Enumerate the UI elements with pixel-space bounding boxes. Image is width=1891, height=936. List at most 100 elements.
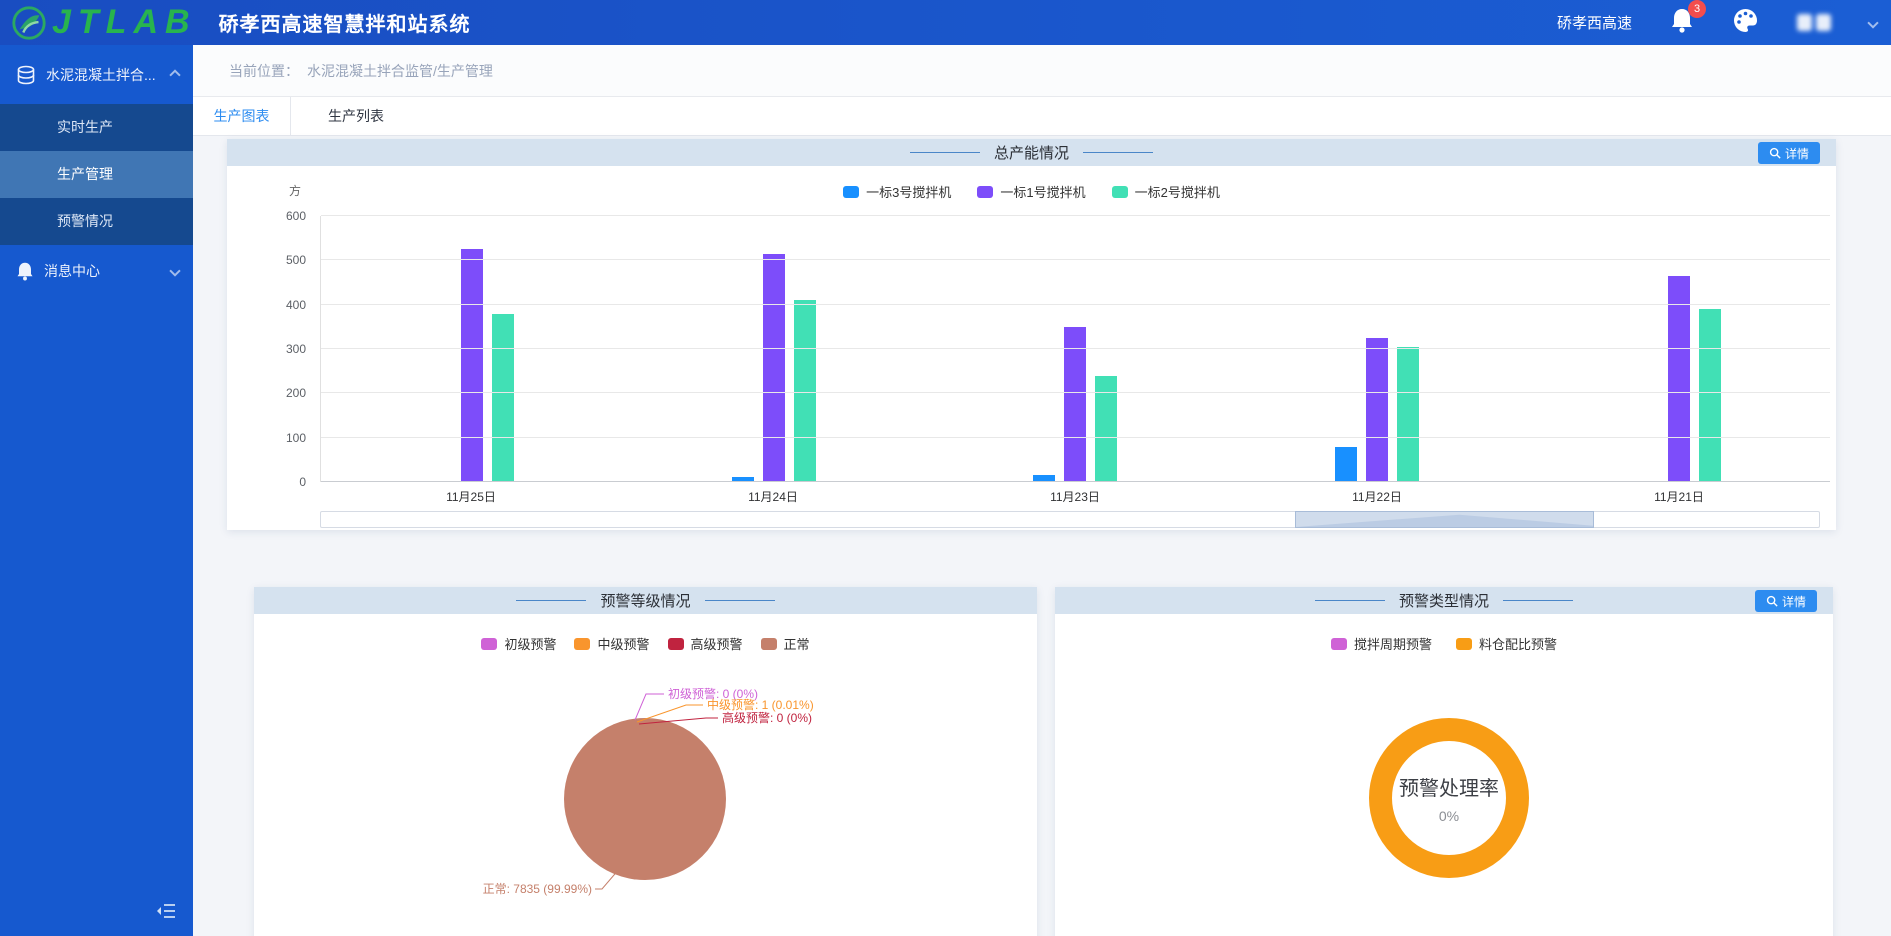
bar-groups xyxy=(321,216,1830,482)
legend-item[interactable]: 一标3号搅拌机 xyxy=(843,182,951,201)
legend-label: 初级预警 xyxy=(504,637,557,652)
donut-center-value: 0% xyxy=(1438,808,1460,824)
legend-label: 一标3号搅拌机 xyxy=(866,185,952,200)
org-name: 硚孝西高速 xyxy=(1556,15,1632,32)
bar-group xyxy=(925,216,1227,482)
y-axis-tick: 400 xyxy=(285,297,306,312)
sidebar-item-realtime-production[interactable]: 实时生产 xyxy=(57,119,113,135)
legend-label: 一标1号搅拌机 xyxy=(1000,185,1086,200)
y-axis-tick: 600 xyxy=(285,209,306,223)
gridline xyxy=(321,481,1830,482)
title-decor-line xyxy=(704,600,775,601)
breadcrumb: 当前位置： 水泥混凝土拌合监管/生产管理 xyxy=(193,45,1891,97)
legend-item[interactable]: 中级预警 xyxy=(574,634,650,653)
legend-swatch xyxy=(481,637,498,650)
capacity-panel: 总产能情况 详情 方 一标3号搅拌机 一标1号搅拌机 一标2号搅拌机 0 100 200… xyxy=(227,139,1836,530)
pie-callout-normal: 正常: 7835 (99.99%) xyxy=(482,882,592,896)
sidebar-group-message-center[interactable]: 消息中心 xyxy=(0,245,193,297)
tab-production-list[interactable]: 生产列表 xyxy=(328,108,384,124)
legend-item[interactable]: 正常 xyxy=(760,634,810,653)
warning-level-chart-area: 初级预警 中级预警 高级预警 正常 初级预警: 0 (0%) 中级预警: 1 (0.0… xyxy=(254,614,1037,936)
bar-legend: 一标3号搅拌机 一标1号搅拌机 一标2号搅拌机 xyxy=(227,182,1836,201)
sidebar-submenu: 实时生产 生产管理 预警情况 xyxy=(0,104,193,245)
bar-group xyxy=(1226,216,1528,482)
y-axis-tick: 300 xyxy=(285,342,306,356)
gridline xyxy=(321,436,1830,438)
bar-plot xyxy=(320,215,1830,482)
y-axis-unit: 方 xyxy=(289,184,302,198)
donut-center-label: 预警处理率 xyxy=(1399,778,1499,800)
datazoom-track[interactable] xyxy=(320,511,1820,528)
datazoom-window[interactable] xyxy=(1294,511,1595,528)
legend-item[interactable]: 料仓配比预警 xyxy=(1456,634,1557,653)
magnifier-icon xyxy=(1766,595,1778,607)
group-chevron-up-icon xyxy=(169,68,181,81)
main-content: 当前位置： 水泥混凝土拌合监管/生产管理 生产图表 生产列表 总产能情况 xyxy=(193,45,1891,936)
title-decor-line xyxy=(1314,600,1385,601)
pie-callout-level2: 中级预警: 1 (0.01%) xyxy=(707,698,814,712)
legend-item[interactable]: 一标2号搅拌机 xyxy=(1111,182,1220,201)
sidebar-group-concrete-mixing[interactable]: 水泥混凝土拌合... xyxy=(0,45,193,104)
title-decor-line xyxy=(516,600,587,601)
title-decor-line xyxy=(909,152,980,153)
database-icon xyxy=(17,65,35,84)
sidebar-item-production-management[interactable]: 生产管理 xyxy=(0,151,193,198)
notification-bell-icon[interactable]: 3 xyxy=(1670,0,1706,38)
theme-palette-icon[interactable] xyxy=(1732,7,1759,39)
bar-yticks: 0 100 200 300 400 500 600 xyxy=(263,209,313,489)
legend-label: 高级预警 xyxy=(690,637,743,652)
bar xyxy=(1668,275,1691,482)
bar xyxy=(1095,375,1118,482)
capacity-panel-title: 总产能情况 xyxy=(896,142,1167,163)
capacity-detail-button[interactable]: 详情 xyxy=(1757,142,1820,164)
warning-type-chart-area: 搅拌周期预警 料仓配比预警 预警处理率 0% xyxy=(1055,614,1833,936)
legend-item[interactable]: 一标1号搅拌机 xyxy=(977,182,1086,201)
tab-production-chart[interactable]: 生产图表 xyxy=(193,97,291,135)
capacity-panel-header: 总产能情况 详情 xyxy=(227,139,1836,166)
warning-type-detail-button[interactable]: 详情 xyxy=(1754,590,1817,612)
y-axis-tick: 100 xyxy=(285,430,306,445)
warning-type-title: 预警类型情况 xyxy=(1301,590,1587,611)
app-title: 硚孝西高速智慧拌和站系统 xyxy=(218,14,471,36)
warning-level-title: 预警等级情况 xyxy=(502,590,788,611)
bar xyxy=(762,253,785,482)
legend-item[interactable]: 搅拌周期预警 xyxy=(1330,634,1432,653)
group-chevron-down-icon xyxy=(169,265,181,277)
legend-swatch xyxy=(667,637,684,650)
x-axis-label: 11月25日 xyxy=(446,490,496,504)
bar-xlabels: 11月25日 11月24日 11月23日 11月22日 11月21日 xyxy=(320,488,1830,505)
legend-label: 正常 xyxy=(783,637,810,652)
y-axis-tick: 500 xyxy=(285,253,306,268)
header-right: 硚孝西高速 3 xyxy=(1556,0,1879,45)
bar-group xyxy=(321,216,623,482)
breadcrumb-path: 水泥混凝土拌合监管/生产管理 xyxy=(307,62,493,79)
bar xyxy=(1064,326,1087,482)
legend-swatch xyxy=(977,185,994,198)
gridline xyxy=(321,215,1830,216)
legend-swatch xyxy=(843,185,860,198)
legend-label: 料仓配比预警 xyxy=(1479,637,1558,652)
donut-legend: 搅拌周期预警 料仓配比预警 xyxy=(1055,634,1833,653)
legend-item[interactable]: 初级预警 xyxy=(481,634,556,653)
gridline xyxy=(321,259,1830,261)
user-menu-chevron-down-icon[interactable] xyxy=(1867,16,1879,29)
pie-normal-slice xyxy=(564,718,726,880)
warning-level-header: 预警等级情况 xyxy=(254,587,1037,614)
notification-badge: 3 xyxy=(1688,0,1706,18)
bar-group xyxy=(623,216,925,482)
warning-type-header: 预警类型情况 详情 xyxy=(1055,587,1833,614)
user-name-blurred[interactable] xyxy=(1797,14,1831,31)
sidebar-group-label: 水泥混凝土拌合... xyxy=(46,66,156,83)
sidebar-item-warning-status[interactable]: 预警情况 xyxy=(57,213,113,229)
legend-item[interactable]: 高级预警 xyxy=(667,634,743,653)
warning-type-panel: 预警类型情况 详情 搅拌周期预警 料仓配比预警 预警处理率 0% xyxy=(1055,587,1833,936)
magnifier-icon xyxy=(1769,147,1781,159)
legend-swatch xyxy=(1456,637,1472,650)
bar xyxy=(731,476,754,482)
sidebar-collapse-icon[interactable] xyxy=(155,900,179,924)
donut-center: 预警处理率 0% xyxy=(1369,718,1529,878)
bar xyxy=(1699,309,1722,482)
pie-callout-level1: 初级预警: 0 (0%) xyxy=(668,687,759,701)
bar xyxy=(1335,446,1358,482)
gridline xyxy=(321,348,1830,349)
